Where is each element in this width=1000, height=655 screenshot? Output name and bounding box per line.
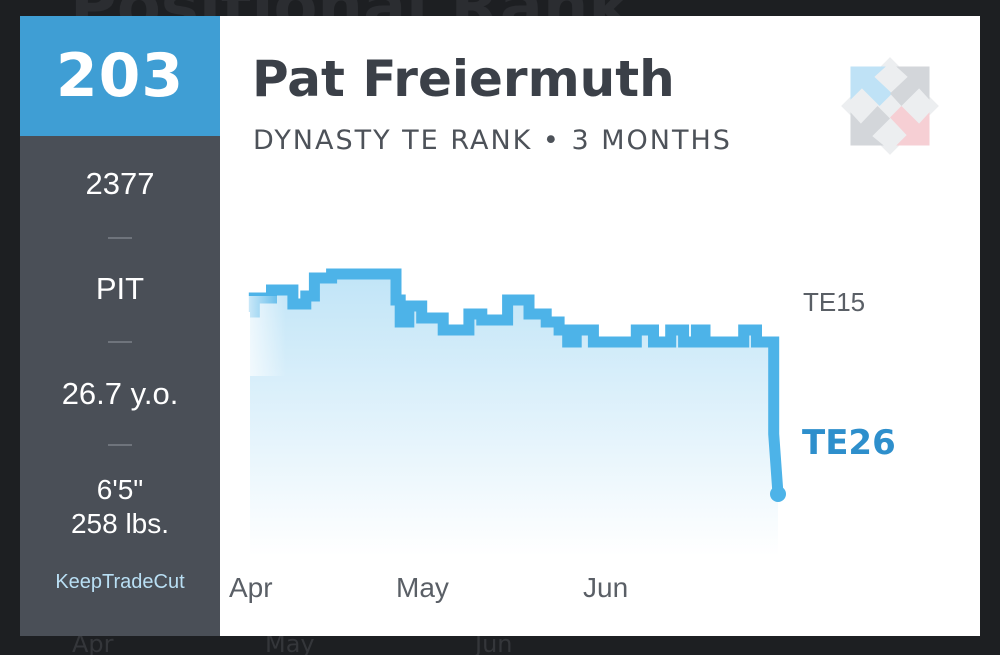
player-name: Pat Freiermuth <box>252 50 675 108</box>
overall-rank-value: 203 <box>55 41 185 111</box>
player-height: 6'5" <box>96 474 144 505</box>
player-weight: 258 lbs. <box>70 508 170 539</box>
rank-history-chart: TE15 TE26 Apr May Jun <box>229 268 896 603</box>
brand-label: KeepTradeCut <box>55 571 185 593</box>
player-sidebar: 203 2377 PIT 26.7 y.o. 6'5" 258 lbs. Kee… <box>20 16 220 636</box>
player-value: 2377 <box>85 166 155 201</box>
divider <box>108 444 132 446</box>
divider <box>108 341 132 343</box>
x-tick-label: May <box>396 572 449 603</box>
player-team: PIT <box>95 271 145 306</box>
line-fade-overlay <box>246 296 286 376</box>
player-age: 26.7 y.o. <box>61 376 179 411</box>
current-rank-dot <box>770 486 786 502</box>
rank-area-fill <box>250 274 778 556</box>
current-rank-label: TE26 <box>802 423 896 463</box>
reference-rank-label: TE15 <box>803 287 865 317</box>
x-tick-label: Jun <box>583 572 628 603</box>
player-rank-card: 203 2377 PIT 26.7 y.o. 6'5" 258 lbs. Kee… <box>20 16 980 636</box>
keeptradecut-logo-icon <box>841 57 939 155</box>
rank-line <box>248 268 784 495</box>
x-tick-label: Apr <box>229 572 273 603</box>
chart-subtitle: DYNASTY TE RANK • 3 MONTHS <box>253 125 732 156</box>
divider <box>108 237 132 239</box>
overall-rank-badge: 203 <box>20 16 220 136</box>
